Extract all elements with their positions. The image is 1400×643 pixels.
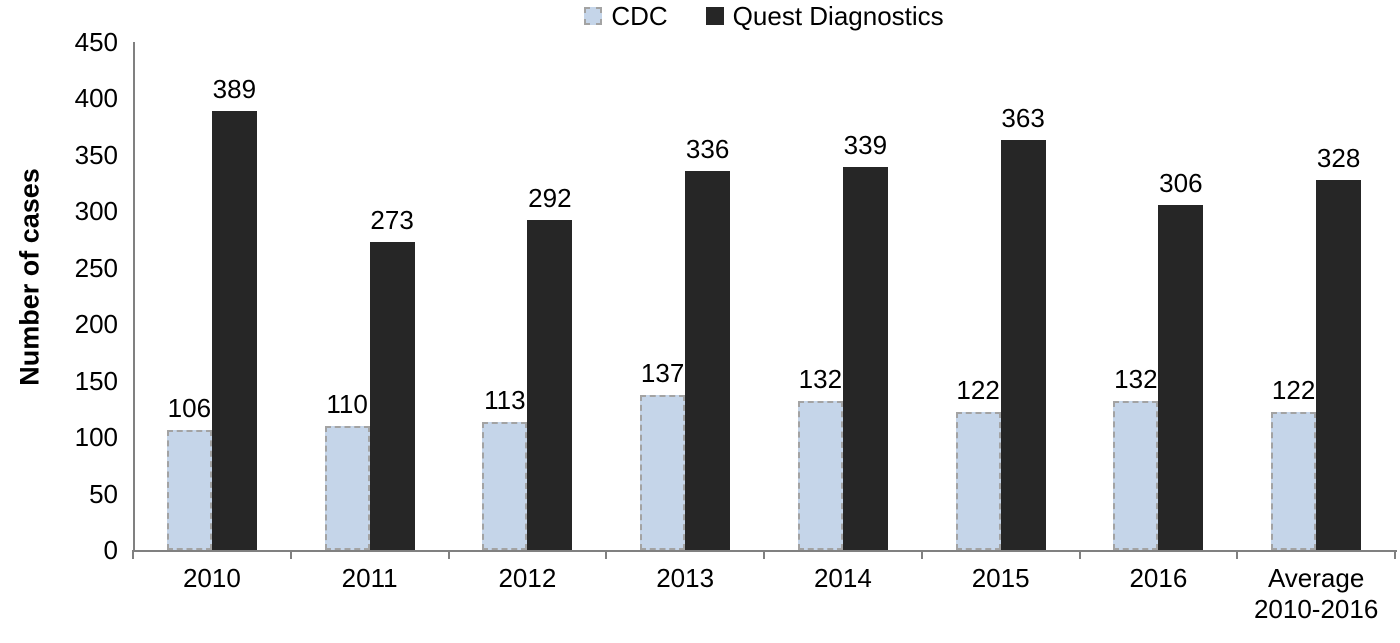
x-axis-tick-mark: [132, 550, 134, 559]
x-axis-label-2011: 2011: [341, 563, 398, 593]
legend-item-cdc: CDC: [584, 1, 668, 31]
y-axis-tick-200: 200: [74, 309, 118, 340]
value-label-quest-average-2010-2016: 328: [1316, 142, 1361, 173]
y-axis-tick-0: 0: [103, 535, 118, 565]
bar-quest-2016: [1158, 204, 1204, 550]
y-axis-tick-300: 300: [74, 196, 118, 227]
y-axis-tick-450: 450: [74, 27, 118, 57]
value-label-cdc-2013: 137: [640, 358, 685, 389]
x-axis-label-2014: 2014: [813, 563, 872, 593]
x-axis-label-2010: 2010: [182, 563, 241, 593]
bar-cdc-2011: [324, 425, 370, 550]
x-axis-tick-mark: [1236, 550, 1239, 559]
quest-legend-swatch-icon: [705, 7, 724, 25]
x-axis-label-2015: 2015: [971, 563, 1030, 593]
x-axis-tick-mark: [605, 550, 608, 559]
bar-cdc-2010: [166, 430, 212, 550]
bar-cdc-2013: [640, 395, 686, 550]
x-axis-tick-mark: [920, 550, 923, 559]
bar-quest-2013: [685, 170, 731, 550]
x-axis-label-2016: 2016: [1129, 563, 1188, 593]
value-label-cdc-2016: 132: [1114, 363, 1158, 394]
legend-item-quest: Quest Diagnostics: [705, 1, 944, 31]
x-axis-tick-mark: [447, 550, 450, 559]
bar-quest-2014: [842, 167, 888, 550]
bar-quest-average-2010-2016: [1316, 179, 1362, 550]
value-label-cdc-2014: 132: [798, 363, 843, 394]
y-axis-tick-150: 150: [74, 365, 118, 396]
value-label-quest-2013: 336: [685, 133, 730, 164]
bar-cdc-2014: [797, 400, 843, 550]
value-label-quest-2016: 306: [1159, 167, 1203, 198]
x-axis-label-average-2010-2016: Average 2010-2016: [1253, 563, 1379, 624]
chart-legend: CDC Quest Diagnostics: [133, 0, 1395, 32]
bar-quest-2015: [1000, 140, 1046, 550]
plot-area: [133, 42, 1397, 552]
value-label-quest-2011: 273: [370, 204, 414, 235]
bar-cdc-2012: [482, 422, 528, 550]
bar-cdc-average-2010-2016: [1271, 412, 1317, 550]
value-label-cdc-2015: 122: [956, 375, 1000, 406]
value-label-cdc-2010: 106: [167, 393, 212, 424]
y-axis-tick-250: 250: [74, 252, 118, 283]
bar-quest-2010: [211, 110, 257, 550]
cdc-legend-label: CDC: [611, 1, 668, 31]
bar-quest-2011: [369, 241, 415, 550]
cdc-legend-swatch-icon: [584, 7, 603, 25]
y-axis-tick-100: 100: [74, 422, 118, 453]
quest-legend-label: Quest Diagnostics: [732, 1, 944, 31]
x-axis-tick-mark: [1394, 550, 1396, 559]
x-axis-tick-mark: [289, 550, 292, 559]
y-axis-tick-50: 50: [89, 478, 118, 509]
value-label-quest-2010: 389: [212, 73, 257, 104]
value-label-cdc-average-2010-2016: 122: [1271, 375, 1316, 406]
x-axis-label-2013: 2013: [656, 563, 715, 593]
bar-cdc-2015: [955, 412, 1001, 550]
value-label-quest-2012: 292: [528, 183, 572, 214]
y-axis-tick-350: 350: [74, 139, 118, 170]
value-label-quest-2015: 363: [1001, 103, 1045, 134]
bar-cdc-2016: [1113, 400, 1159, 550]
value-label-cdc-2011: 110: [326, 388, 368, 419]
x-axis-tick-mark: [1078, 550, 1081, 559]
bar-quest-2012: [527, 220, 573, 550]
value-label-cdc-2012: 113: [484, 385, 526, 416]
value-label-quest-2014: 339: [843, 130, 888, 161]
x-axis-tick-mark: [763, 550, 765, 559]
y-axis-tick-400: 400: [74, 83, 118, 114]
x-axis-label-2012: 2012: [498, 563, 557, 593]
